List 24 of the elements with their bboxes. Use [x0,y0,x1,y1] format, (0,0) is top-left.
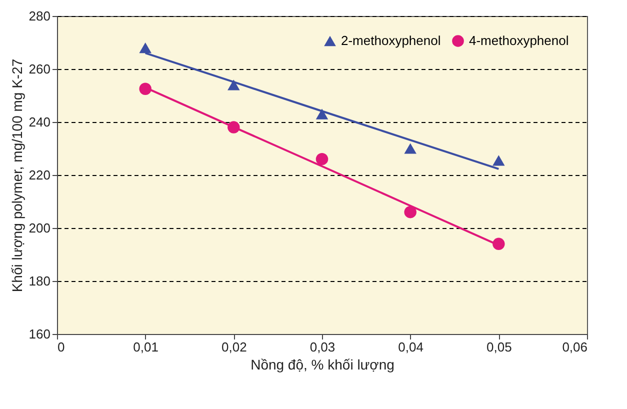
x-tick-label: 0,04 [398,340,424,354]
legend-label: 2-methoxyphenol [341,33,441,48]
y-tick-label: 260 [28,62,50,76]
point [404,206,416,218]
x-axis-title: Nồng độ, % khối lượng [250,356,394,372]
y-tick-label: 180 [28,274,50,288]
point [139,42,152,54]
x-tick-label: 0,02 [222,340,247,354]
y-tick-label: 160 [28,326,50,342]
x-tick-label: 0,01 [133,340,158,354]
y-axis-title: Khối lượng polymer, mg/100 mg K-27 [8,58,25,292]
point [492,155,505,166]
y-tick-label: 240 [28,114,50,130]
x-tick-label: 0,05 [486,340,512,354]
legend-label: 4-methoxyphenol [469,33,569,48]
point [404,143,416,154]
point [316,152,328,166]
y-tick-label: 220 [28,168,50,182]
y-tick-label: 280 [28,8,50,24]
x-tick-label: 0,06 [562,340,588,354]
y-tick-label: 200 [28,220,50,236]
x-tick-label: 0 [58,340,65,354]
point [316,108,328,120]
x-tick-label: 0,03 [310,340,336,354]
